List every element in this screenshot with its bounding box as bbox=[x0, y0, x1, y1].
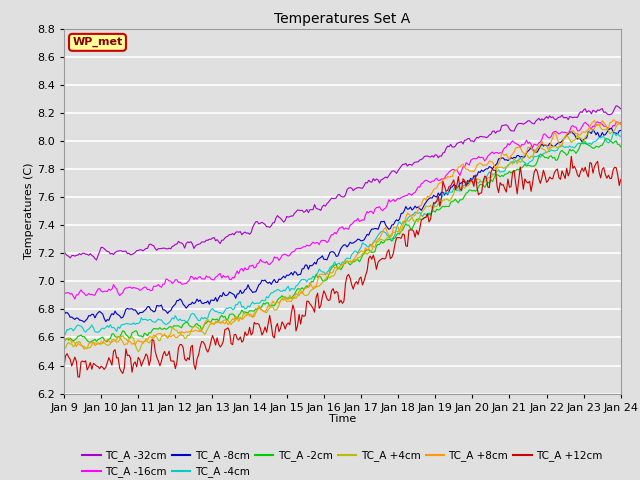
TC_A -8cm bbox=[608, 125, 616, 131]
TC_A -16cm bbox=[71, 296, 79, 302]
Y-axis label: Temperatures (C): Temperatures (C) bbox=[24, 163, 35, 260]
Line: TC_A +12cm: TC_A +12cm bbox=[64, 156, 621, 377]
TC_A -2cm bbox=[617, 144, 625, 150]
TC_A +4cm bbox=[379, 237, 387, 243]
TC_A -16cm bbox=[617, 120, 625, 125]
TC_A +12cm bbox=[617, 177, 625, 182]
TC_A -32cm bbox=[60, 248, 68, 254]
TC_A +12cm bbox=[550, 170, 558, 176]
TC_A -4cm bbox=[549, 148, 557, 154]
TC_A -2cm bbox=[60, 337, 68, 343]
Line: TC_A -4cm: TC_A -4cm bbox=[64, 133, 621, 336]
TC_A -32cm bbox=[165, 245, 173, 251]
TC_A -2cm bbox=[550, 155, 558, 160]
TC_A -2cm bbox=[379, 240, 387, 246]
TC_A +12cm bbox=[568, 154, 575, 159]
Title: Temperatures Set A: Temperatures Set A bbox=[275, 12, 410, 26]
TC_A -4cm bbox=[164, 321, 172, 326]
TC_A -8cm bbox=[617, 128, 625, 133]
TC_A -4cm bbox=[76, 323, 83, 328]
TC_A +8cm bbox=[76, 342, 83, 348]
TC_A -8cm bbox=[410, 206, 417, 212]
TC_A -32cm bbox=[612, 103, 620, 108]
TC_A -4cm bbox=[396, 219, 403, 225]
TC_A +12cm bbox=[397, 235, 405, 241]
Line: TC_A -2cm: TC_A -2cm bbox=[64, 139, 621, 342]
TC_A -32cm bbox=[76, 251, 83, 256]
TC_A -16cm bbox=[397, 195, 405, 201]
TC_A -8cm bbox=[60, 308, 68, 313]
TC_A -2cm bbox=[603, 136, 611, 142]
TC_A -2cm bbox=[165, 324, 173, 330]
TC_A -16cm bbox=[612, 119, 620, 125]
TC_A -2cm bbox=[86, 339, 94, 345]
TC_A +4cm bbox=[550, 144, 558, 149]
TC_A +4cm bbox=[617, 121, 625, 127]
TC_A +8cm bbox=[410, 213, 417, 219]
TC_A -8cm bbox=[550, 144, 558, 149]
TC_A +4cm bbox=[134, 349, 142, 355]
TC_A -16cm bbox=[77, 287, 85, 293]
TC_A -4cm bbox=[617, 133, 625, 139]
Line: TC_A +8cm: TC_A +8cm bbox=[64, 120, 621, 349]
Text: WP_met: WP_met bbox=[72, 37, 123, 48]
TC_A +12cm bbox=[76, 374, 83, 380]
TC_A -32cm bbox=[93, 257, 100, 263]
TC_A +4cm bbox=[76, 338, 83, 344]
TC_A +8cm bbox=[379, 228, 387, 234]
TC_A -32cm bbox=[397, 164, 405, 169]
TC_A -2cm bbox=[397, 228, 405, 234]
Line: TC_A -16cm: TC_A -16cm bbox=[64, 122, 621, 299]
TC_A -16cm bbox=[550, 129, 558, 134]
TC_A +4cm bbox=[60, 346, 68, 351]
TC_A +4cm bbox=[410, 218, 417, 224]
TC_A -4cm bbox=[611, 131, 618, 136]
Line: TC_A -8cm: TC_A -8cm bbox=[64, 128, 621, 322]
TC_A -16cm bbox=[410, 190, 417, 196]
TC_A +8cm bbox=[80, 346, 88, 352]
TC_A -4cm bbox=[408, 212, 416, 218]
TC_A -4cm bbox=[377, 228, 385, 234]
TC_A -32cm bbox=[379, 176, 387, 182]
TC_A -2cm bbox=[410, 223, 417, 228]
TC_A +8cm bbox=[609, 117, 617, 123]
TC_A +4cm bbox=[165, 333, 173, 339]
TC_A +4cm bbox=[397, 223, 405, 228]
TC_A +8cm bbox=[617, 122, 625, 128]
TC_A +12cm bbox=[410, 228, 417, 234]
TC_A +8cm bbox=[397, 228, 405, 234]
TC_A -2cm bbox=[76, 333, 83, 339]
TC_A +12cm bbox=[77, 359, 85, 365]
TC_A -32cm bbox=[550, 116, 558, 122]
TC_A +8cm bbox=[165, 333, 173, 338]
TC_A -8cm bbox=[80, 319, 88, 325]
TC_A -4cm bbox=[60, 333, 68, 338]
TC_A +8cm bbox=[60, 335, 68, 340]
TC_A +8cm bbox=[550, 130, 558, 135]
TC_A -8cm bbox=[397, 211, 405, 216]
TC_A +12cm bbox=[379, 255, 387, 261]
TC_A -8cm bbox=[165, 309, 173, 314]
TC_A -32cm bbox=[617, 106, 625, 112]
Line: TC_A +4cm: TC_A +4cm bbox=[64, 124, 621, 352]
TC_A +12cm bbox=[165, 348, 173, 354]
TC_A -16cm bbox=[165, 278, 173, 284]
TC_A -8cm bbox=[76, 317, 83, 323]
X-axis label: Time: Time bbox=[329, 414, 356, 424]
Legend: TC_A -32cm, TC_A -16cm, TC_A -8cm, TC_A -4cm, TC_A -2cm, TC_A +4cm, TC_A +8cm, T: TC_A -32cm, TC_A -16cm, TC_A -8cm, TC_A … bbox=[78, 446, 607, 480]
TC_A -16cm bbox=[379, 208, 387, 214]
Line: TC_A -32cm: TC_A -32cm bbox=[64, 106, 621, 260]
TC_A -16cm bbox=[60, 289, 68, 295]
TC_A +12cm bbox=[60, 364, 68, 370]
TC_A -32cm bbox=[410, 160, 417, 166]
TC_A -8cm bbox=[379, 219, 387, 225]
